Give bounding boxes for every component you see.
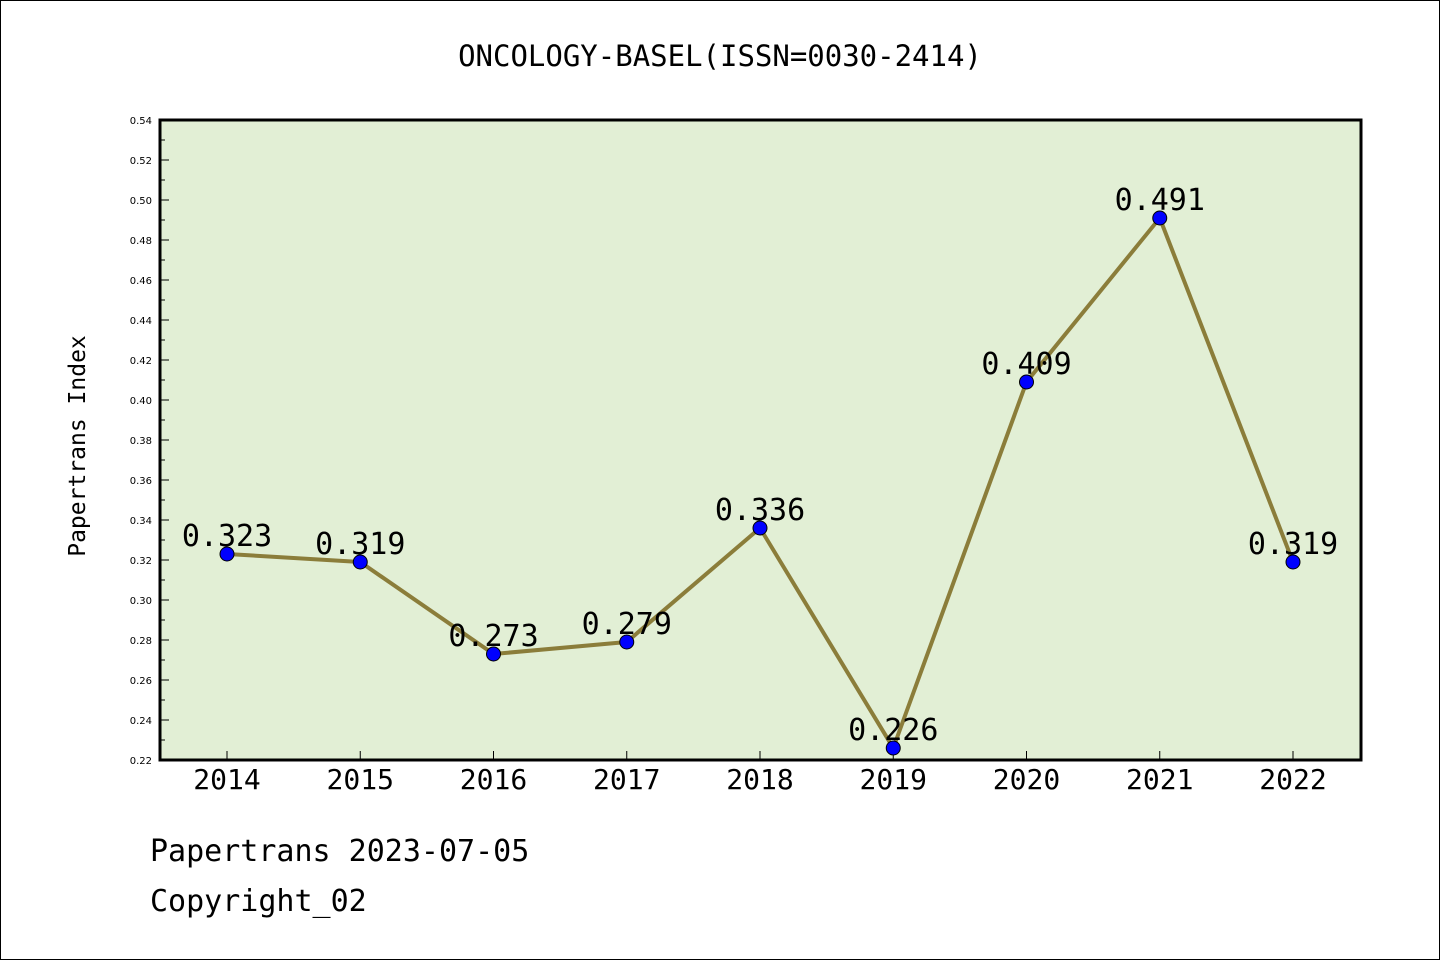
y-tick-label: 0.34 [130,516,152,527]
x-tick-label: 2014 [193,763,260,796]
data-point-label: 0.491 [1115,183,1205,218]
data-point-marker [219,546,235,562]
y-tick-label: 0.30 [130,596,152,607]
data-point-marker [619,634,635,650]
data-point-marker [1285,554,1301,570]
data-point-label: 0.409 [981,347,1071,382]
y-tick-label: 0.44 [130,316,152,327]
x-tick-label: 2022 [1259,763,1326,796]
data-point-label: 0.336 [715,493,805,528]
y-tick-label: 0.26 [130,676,152,687]
y-axis-label: Papertrans Index [65,335,91,557]
data-point-label: 0.323 [182,519,272,554]
x-tick-label: 2015 [327,763,394,796]
y-tick-label: 0.54 [130,116,152,127]
data-point-label: 0.273 [448,619,538,654]
data-point-marker [885,740,901,756]
y-tick-label: 0.38 [130,436,152,447]
footer-copyright: Copyright_02 [150,884,367,919]
chart-title: ONCOLOGY-BASEL(ISSN=0030-2414) [458,39,982,73]
data-point-label: 0.319 [315,527,405,562]
data-point-marker [486,646,501,662]
x-tick-label: 2019 [860,763,927,796]
footer-date-line: Papertrans 2023-07-05 [150,834,530,869]
x-tick-label: 2016 [460,763,527,796]
y-tick-label: 0.36 [130,476,152,487]
x-axis-ticks: 2014 2015 2016 2017 2018 2019 2020 2021 2022 [193,751,1327,796]
x-tick-label: 2017 [593,763,660,796]
data-point-marker [352,554,368,570]
y-tick-label: 0.40 [130,396,152,407]
y-tick-label: 0.24 [130,716,152,727]
y-tick-label: 0.28 [130,636,152,647]
series-layer: 0.323 0.319 0.273 0.279 0.336 0.226 0.409 0.491… [182,183,1338,756]
data-point-label: 0.319 [1248,527,1338,562]
x-tick-label: 2018 [726,763,793,796]
data-point-marker [1152,210,1168,226]
data-point-label: 0.279 [582,607,672,642]
y-tick-label: 0.48 [130,236,152,247]
x-tick-label: 2020 [993,763,1060,796]
plot-border [158,118,1363,762]
y-tick-label: 0.22 [130,756,152,767]
y-tick-label: 0.46 [130,276,152,287]
x-tick-label: 2021 [1126,763,1193,796]
y-tick-label: 0.42 [130,356,152,367]
y-axis-ticks: 0.22 0.24 0.26 0.28 0.30 0.32 0.34 0.36 0.38 0.40… [130,116,169,767]
data-point-marker [1019,374,1034,390]
data-point-marker [752,520,768,536]
data-point-label: 0.226 [848,713,938,748]
y-tick-label: 0.52 [130,156,152,167]
y-tick-label: 0.50 [130,196,152,207]
plot-area [160,120,1361,760]
y-tick-label: 0.32 [130,556,152,567]
